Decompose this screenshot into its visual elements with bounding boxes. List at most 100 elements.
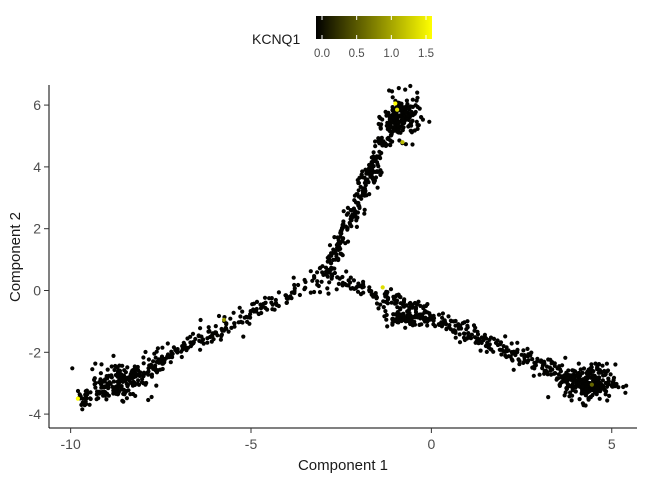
data-point — [481, 338, 486, 343]
data-point — [396, 130, 401, 135]
data-point — [603, 372, 608, 377]
data-point — [160, 361, 166, 366]
data-point — [308, 290, 313, 295]
data-point — [385, 136, 390, 141]
data-point — [370, 171, 375, 176]
data-point — [389, 300, 394, 305]
data-point — [376, 306, 381, 311]
data-point — [220, 328, 225, 333]
data-point — [371, 150, 376, 155]
x-tick-label: -5 — [245, 436, 258, 452]
data-point — [573, 389, 578, 394]
data-point — [390, 316, 395, 321]
data-point — [345, 239, 351, 244]
data-point — [240, 309, 245, 314]
data-point — [592, 390, 598, 395]
data-point — [403, 110, 408, 115]
data-point — [400, 116, 405, 121]
data-point — [340, 222, 345, 228]
data-point — [416, 123, 421, 128]
data-point — [447, 323, 452, 328]
data-point — [98, 377, 103, 382]
data-point — [549, 361, 554, 366]
data-point — [354, 224, 359, 229]
data-point — [332, 270, 337, 276]
data-point — [373, 144, 378, 149]
data-point — [113, 363, 118, 369]
data-point — [153, 355, 158, 360]
data-point — [354, 218, 359, 223]
data-point — [457, 340, 463, 345]
data-point — [152, 351, 157, 356]
data-point — [87, 402, 92, 407]
data-point — [201, 337, 206, 342]
data-point — [578, 367, 583, 372]
data-point — [231, 310, 236, 315]
data-point — [315, 279, 320, 284]
data-point — [188, 340, 193, 345]
data-point — [473, 325, 478, 330]
data-point — [151, 359, 156, 364]
data-point — [276, 303, 281, 309]
data-point — [576, 361, 581, 366]
data-point — [586, 397, 591, 402]
data-point — [577, 377, 583, 382]
data-point — [88, 396, 93, 402]
data-point — [377, 149, 382, 154]
data-point — [267, 296, 272, 301]
data-point — [557, 364, 562, 369]
data-point — [419, 322, 424, 327]
data-point — [296, 282, 301, 288]
data-point — [392, 297, 397, 302]
data-point — [522, 353, 527, 358]
data-point — [581, 366, 587, 371]
data-point — [453, 330, 458, 335]
data-point — [370, 176, 375, 181]
data-point — [205, 336, 210, 341]
data-point — [327, 243, 333, 248]
colorbar-ticks: 0.0 0.5 1.0 1.5 — [314, 16, 434, 60]
data-point — [169, 349, 174, 354]
data-point — [251, 301, 257, 306]
data-point — [83, 389, 88, 394]
data-point — [160, 366, 165, 372]
data-point — [595, 375, 600, 380]
data-point — [284, 294, 290, 299]
data-point — [440, 311, 445, 316]
y-tick-label: 6 — [33, 97, 41, 113]
data-point — [115, 392, 120, 397]
data-point — [151, 366, 156, 371]
data-point — [245, 319, 250, 324]
data-point — [567, 384, 572, 389]
data-point — [388, 287, 394, 292]
data-point — [360, 175, 365, 180]
data-point — [531, 364, 537, 369]
data-point — [587, 368, 593, 373]
data-point — [219, 334, 224, 339]
data-point — [107, 380, 112, 385]
data-point — [210, 331, 215, 336]
data-point — [607, 393, 612, 398]
data-point — [402, 314, 407, 320]
data-point — [511, 367, 516, 372]
data-point — [495, 338, 500, 343]
data-point — [414, 98, 419, 103]
data-point — [248, 309, 253, 314]
data-point — [362, 207, 367, 212]
data-point — [545, 370, 550, 375]
data-point — [276, 290, 281, 295]
data-point — [327, 280, 332, 285]
data-point — [329, 273, 335, 278]
data-point — [497, 342, 502, 347]
data-point — [595, 386, 600, 391]
data-point — [130, 368, 135, 373]
data-point — [162, 356, 167, 362]
data-point — [605, 398, 610, 403]
data-point — [361, 290, 366, 295]
data-point — [356, 281, 361, 286]
data-point — [575, 372, 580, 378]
colorbar-tick-label: 1.0 — [383, 48, 399, 60]
data-point — [503, 334, 508, 339]
data-point — [284, 300, 289, 305]
data-point — [141, 361, 146, 366]
